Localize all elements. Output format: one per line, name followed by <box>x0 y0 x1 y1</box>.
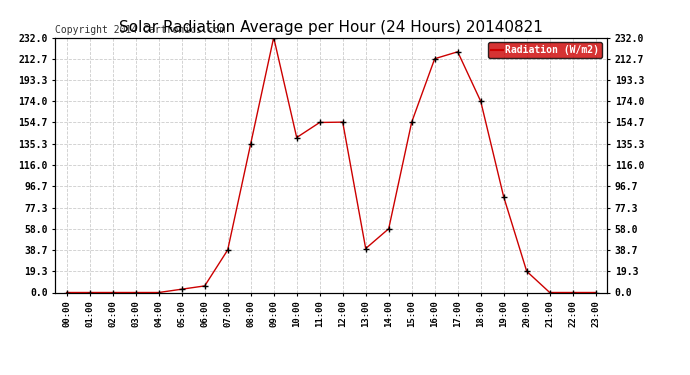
Title: Solar Radiation Average per Hour (24 Hours) 20140821: Solar Radiation Average per Hour (24 Hou… <box>119 20 543 35</box>
Text: Copyright 2014 Cartronics.com: Copyright 2014 Cartronics.com <box>55 25 226 35</box>
Legend: Radiation (W/m2): Radiation (W/m2) <box>488 42 602 58</box>
